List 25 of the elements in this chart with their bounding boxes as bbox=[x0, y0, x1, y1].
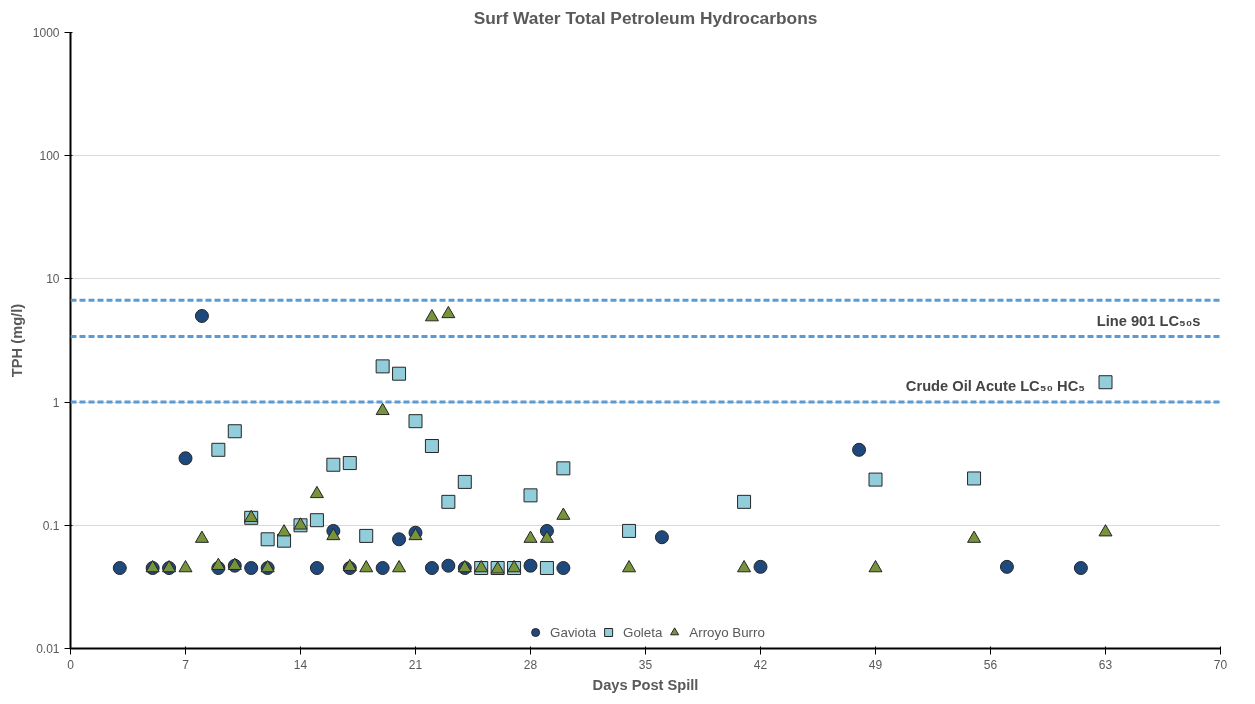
y-tick-label: 0.01 bbox=[36, 642, 60, 656]
x-tick-label: 35 bbox=[638, 657, 653, 672]
ref-line-label: Crude Oil Acute LC₅₀ HC₅ bbox=[905, 378, 1085, 395]
x-tick-label: 7 bbox=[182, 657, 190, 672]
x-tick-label: 42 bbox=[753, 657, 768, 672]
x-axis-title: Days Post Spill bbox=[592, 676, 699, 693]
x-tick-label: 14 bbox=[293, 657, 308, 672]
legend-label: Gaviota bbox=[550, 624, 597, 640]
x-tick-label: 0 bbox=[67, 657, 75, 672]
y-axis-title: TPH (mg/l) bbox=[8, 303, 25, 378]
legend-label: Goleta bbox=[623, 624, 663, 640]
chart-title: Surf Water Total Petroleum Hydrocarbons bbox=[473, 7, 818, 28]
x-tick-label: 28 bbox=[523, 657, 538, 672]
y-tick-label: 10 bbox=[46, 272, 60, 287]
ref-line-label: Line 901 LC₅₀s bbox=[1096, 312, 1201, 329]
x-tick-label: 56 bbox=[983, 657, 998, 672]
legend-label: Arroyo Burro bbox=[689, 624, 765, 640]
x-tick-label: 63 bbox=[1098, 657, 1113, 672]
x-tick-label: 70 bbox=[1213, 657, 1228, 672]
y-tick-label: 100 bbox=[39, 149, 60, 164]
y-tick-label: 1000 bbox=[32, 26, 60, 40]
x-tick-label: 21 bbox=[408, 657, 423, 672]
y-tick-label: 0.1 bbox=[42, 518, 60, 533]
x-tick-label: 49 bbox=[868, 657, 883, 672]
y-tick-label: 1 bbox=[52, 395, 60, 410]
